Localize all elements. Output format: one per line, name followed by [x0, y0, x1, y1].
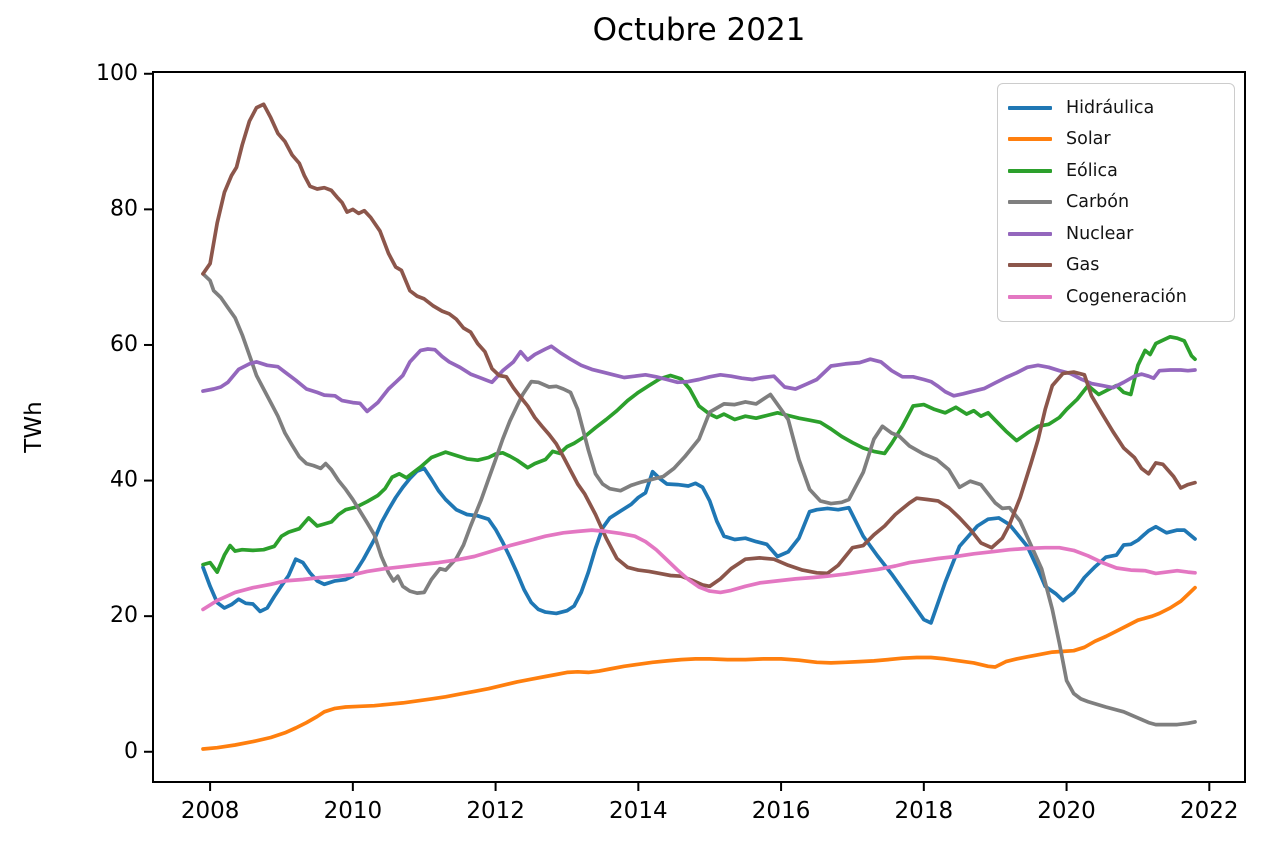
legend-label-Hidráulica: Hidráulica — [1066, 97, 1155, 118]
legend-label-Eólica: Eólica — [1066, 160, 1118, 181]
x-tick-label: 2014 — [609, 798, 668, 824]
series-line-Hidráulica — [201, 466, 1197, 625]
legend: Hidráulica Solar Eólica Carbón Nuclear Gas Cog… — [997, 83, 1235, 322]
legend-item-Cogeneración: Cogeneración — [1008, 281, 1224, 313]
legend-swatch-Hidráulica — [1008, 105, 1052, 110]
y-tick-label: 0 — [124, 739, 138, 764]
legend-item-Solar: Solar — [1008, 124, 1224, 156]
y-tick-label: 20 — [110, 603, 138, 628]
legend-swatch-Eólica — [1008, 168, 1052, 173]
axes-frame — [152, 71, 1246, 783]
series-line-Eólica — [201, 334, 1197, 574]
legend-label-Carbón: Carbón — [1066, 192, 1130, 213]
legend-label-Gas: Gas — [1066, 255, 1100, 276]
x-tick-label: 2008 — [181, 798, 240, 824]
legend-swatch-Cogeneración — [1008, 294, 1052, 299]
legend-item-Carbón: Carbón — [1008, 187, 1224, 219]
chart-title: Octubre 2021 — [592, 12, 806, 48]
y-tick-label: 60 — [110, 332, 138, 357]
legend-item-Eólica: Eólica — [1008, 155, 1224, 187]
series-line-Solar — [201, 585, 1197, 751]
legend-item-Hidráulica: Hidráulica — [1008, 92, 1224, 124]
y-tick-label: 80 — [110, 196, 138, 221]
series-line-Nuclear — [201, 344, 1197, 414]
x-tick-label: 2016 — [752, 798, 811, 824]
series-line-Cogeneración — [201, 528, 1197, 612]
legend-label-Nuclear: Nuclear — [1066, 223, 1134, 244]
legend-label-Solar: Solar — [1066, 129, 1111, 150]
series-line-Carbón — [201, 271, 1197, 727]
x-tick-label: 2012 — [466, 798, 525, 824]
y-tick-label: 100 — [96, 61, 138, 86]
legend-item-Gas: Gas — [1008, 250, 1224, 282]
x-tick-label: 2010 — [324, 798, 383, 824]
series-line-Gas — [201, 102, 1197, 589]
legend-item-Nuclear: Nuclear — [1008, 218, 1224, 250]
y-tick-label: 40 — [110, 468, 138, 493]
legend-swatch-Gas — [1008, 263, 1052, 268]
x-tick-label: 2020 — [1037, 798, 1096, 824]
legend-swatch-Nuclear — [1008, 231, 1052, 236]
legend-swatch-Carbón — [1008, 200, 1052, 205]
legend-label-Cogeneración: Cogeneración — [1066, 286, 1187, 307]
x-tick-label: 2022 — [1180, 798, 1239, 824]
x-tick-label: 2018 — [895, 798, 954, 824]
legend-swatch-Solar — [1008, 137, 1052, 142]
